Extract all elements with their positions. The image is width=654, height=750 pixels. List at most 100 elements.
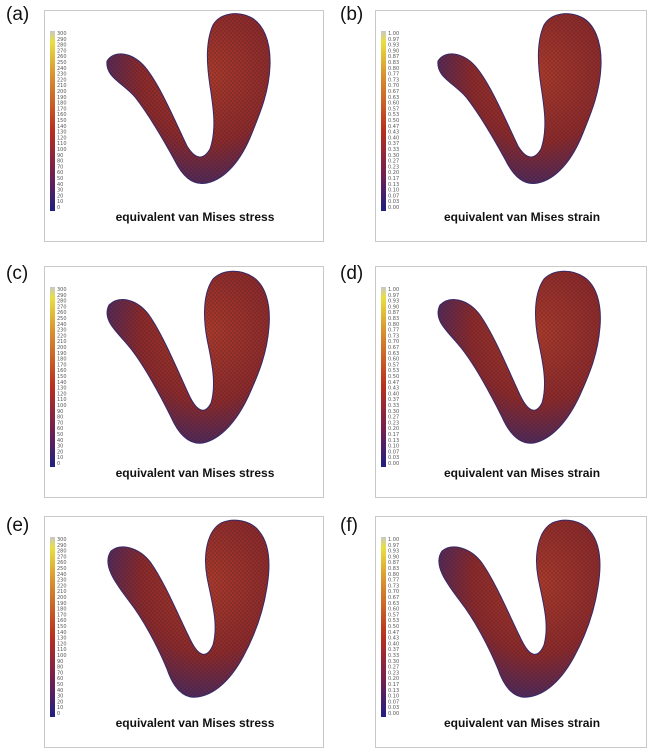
colorbar-tick-label: 0.53 — [388, 618, 399, 624]
colorbar-tick-label: 0.70 — [388, 83, 399, 89]
colorbar-tick-label: 0.00 — [388, 461, 399, 467]
panel-figure-1: 1.000.970.930.900.870.830.800.770.730.70… — [381, 13, 602, 224]
colorbar-tick-label: 0.67 — [388, 345, 399, 351]
colorbar-tick-label: 50 — [57, 176, 63, 182]
colorbar-tick-label: 0.33 — [388, 653, 399, 659]
colorbar-tick-label: 90 — [57, 409, 63, 415]
colorbar-tick-label: 0.27 — [388, 159, 399, 165]
colorbar-tick-label: 200 — [57, 345, 67, 351]
panel-caption: equivalent van Mises stress — [116, 210, 275, 224]
colorbar-tick-label: 160 — [57, 112, 67, 118]
colorbar-tick-label: 1.00 — [388, 287, 399, 293]
panel-figure-4: 3002902802702602502402302202102001901801… — [50, 519, 275, 730]
colorbar-tick-label: 80 — [57, 159, 63, 165]
colorbar — [381, 537, 386, 717]
colorbar-tick-label: 0.23 — [388, 164, 399, 170]
panel-a: 300 290 280 270 260 250 240 230 220 210 200 190 180 1… — [44, 10, 324, 242]
colorbar-tick-label: 10 — [57, 199, 63, 205]
colorbar-tick-label: 260 — [57, 560, 67, 566]
colorbar-tick-label: 0.60 — [388, 101, 399, 107]
colorbar-tick-label: 0.73 — [388, 77, 399, 83]
colorbar-tick-label: 0.50 — [388, 624, 399, 630]
colorbar-tick-label: 0.17 — [388, 682, 399, 688]
colorbar-tick-label: 0.97 — [388, 543, 399, 549]
colorbar-tick-label: 0.27 — [388, 665, 399, 671]
colorbar-tick-label: 210 — [57, 83, 67, 89]
colorbar-tick-label: 0.67 — [388, 595, 399, 601]
colorbar-tick-label: 230 — [57, 328, 67, 334]
colorbar — [381, 287, 386, 467]
panel-figure-2: 3002902802702602502402302202102001901801… — [50, 270, 275, 480]
colorbar-tick-label: 0.53 — [388, 112, 399, 118]
ventricle-mesh-grid — [437, 13, 602, 184]
colorbar-tick-label: 0.30 — [388, 659, 399, 665]
panel-caption: equivalent van Mises strain — [444, 466, 600, 480]
colorbar-tick-label: 220 — [57, 583, 67, 589]
colorbar-tick-label: 0.90 — [388, 554, 399, 560]
colorbar-tick-label: 260 — [57, 310, 67, 316]
colorbar-tick-label: 0.93 — [388, 43, 399, 49]
colorbar-tick-label: 0.23 — [388, 420, 399, 426]
colorbar-tick-label: 20 — [57, 449, 63, 455]
colorbar-tick-label: 30 — [57, 694, 63, 700]
colorbar-tick-label: 120 — [57, 391, 67, 397]
colorbar-tick-label: 80 — [57, 415, 63, 421]
colorbar-tick-label: 100 — [57, 403, 67, 409]
colorbar-tick-label: 0.57 — [388, 362, 399, 368]
colorbar — [50, 31, 55, 211]
colorbar-tick-label: 0.10 — [388, 188, 399, 194]
colorbar-tick-label: 20 — [57, 193, 63, 199]
colorbar-tick-label: 190 — [57, 601, 67, 607]
colorbar-tick-label: 0.13 — [388, 438, 399, 444]
colorbar-tick-label: 60 — [57, 676, 63, 682]
panel-f: 1.00 0.97 0.93 0.90 0.87 0.83 0.80 0.77 0.73 0.70… — [375, 516, 647, 748]
colorbar-tick-label: 280 — [57, 299, 67, 305]
colorbar-tick-label: 0.17 — [388, 176, 399, 182]
colorbar-tick-label: 0.03 — [388, 705, 399, 711]
colorbar-tick-label: 30 — [57, 188, 63, 194]
colorbar-tick-label: 290 — [57, 543, 67, 549]
colorbar-tick-label: 0.10 — [388, 694, 399, 700]
colorbar-tick-label: 0.13 — [388, 688, 399, 694]
colorbar-tick-label: 0.37 — [388, 647, 399, 653]
colorbar-tick-label: 0.57 — [388, 612, 399, 618]
colorbar-tick-label: 300 — [57, 537, 67, 543]
colorbar-tick-label: 300 — [57, 31, 67, 37]
panel-label-f: (f) — [340, 515, 358, 536]
colorbar-tick-label: 0.23 — [388, 670, 399, 676]
panel-caption: equivalent van Mises strain — [444, 716, 600, 730]
colorbar-tick-label: 230 — [57, 72, 67, 78]
panel-label-d: (d) — [340, 263, 364, 284]
colorbar-tick-label: 290 — [57, 293, 67, 299]
panel-caption: equivalent van Mises stress — [116, 466, 275, 480]
colorbar-tick-label: 180 — [57, 357, 67, 363]
colorbar-tick-label: 270 — [57, 48, 67, 54]
colorbar-tick-label: 0.03 — [388, 199, 399, 205]
colorbar-tick-label: 80 — [57, 665, 63, 671]
colorbar-tick-label: 190 — [57, 95, 67, 101]
colorbar-tick-label: 140 — [57, 630, 67, 636]
colorbar-tick-label: 290 — [57, 37, 67, 43]
colorbar-tick-label: 270 — [57, 554, 67, 560]
colorbar-tick-label: 0.30 — [388, 409, 399, 415]
colorbar-tick-label: 0.63 — [388, 351, 399, 357]
colorbar-tick-label: 0.00 — [388, 205, 399, 211]
panel-label-a: (a) — [6, 4, 30, 25]
panel-label-b: (b) — [340, 4, 364, 25]
colorbar-tick-label: 100 — [57, 147, 67, 153]
panel-b: 1.00 0.97 0.93 0.90 0.87 0.83 0.80 0.77 0.73 0.70… — [375, 10, 647, 242]
colorbar-tick-label: 200 — [57, 89, 67, 95]
colorbar-tick-label: 130 — [57, 386, 67, 392]
colorbar-tick-label: 0.07 — [388, 193, 399, 199]
colorbar-tick-label: 0.53 — [388, 368, 399, 374]
colorbar-tick-label: 140 — [57, 124, 67, 130]
colorbar-tick-label: 200 — [57, 595, 67, 601]
colorbar-tick-label: 0.27 — [388, 415, 399, 421]
colorbar-tick-label: 240 — [57, 322, 67, 328]
colorbar-tick-label: 0.47 — [388, 124, 399, 130]
colorbar-tick-label: 0.30 — [388, 153, 399, 159]
colorbar-tick-label: 280 — [57, 43, 67, 49]
colorbar-tick-label: 0.03 — [388, 455, 399, 461]
colorbar-tick-label: 60 — [57, 426, 63, 432]
colorbar-tick-label: 60 — [57, 170, 63, 176]
